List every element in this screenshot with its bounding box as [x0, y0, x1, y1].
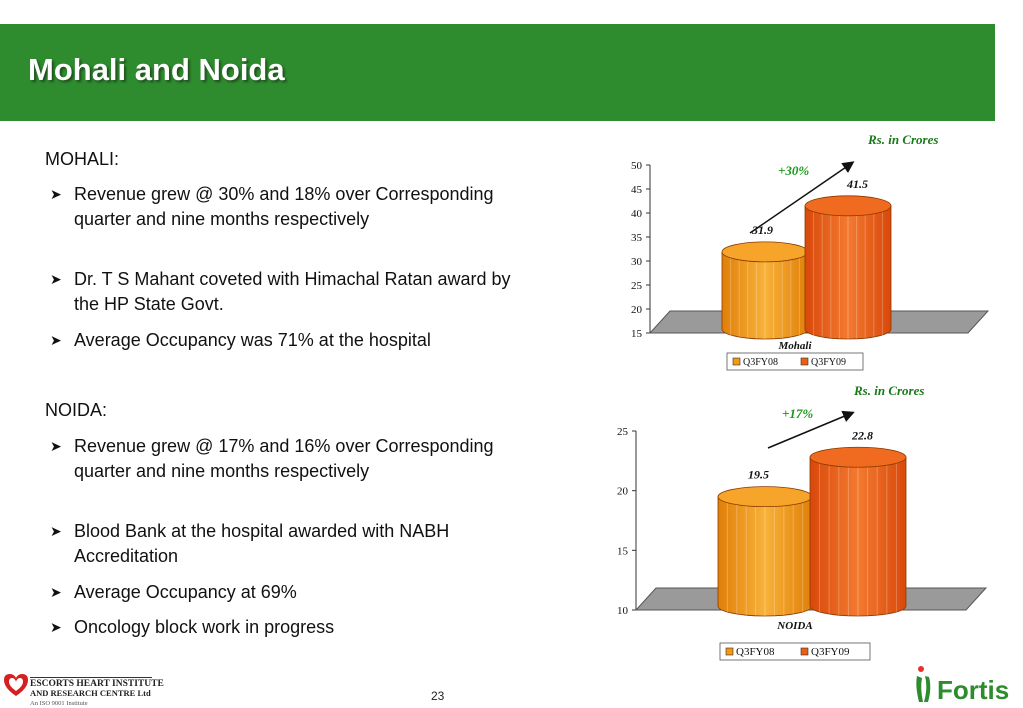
- arrow-bullet-icon: ➤: [50, 584, 62, 600]
- y-tick-label: 35: [631, 232, 643, 244]
- noida-heading: NOIDA:: [45, 400, 108, 420]
- fortis-wordmark: Fortis: [937, 675, 1009, 705]
- arrow-bullet-icon: ➤: [50, 186, 62, 202]
- title-bar: [0, 24, 995, 121]
- bullet-text: Oncology block work in progress: [74, 617, 335, 637]
- legend-swatch: [800, 357, 809, 366]
- slide-title: Mohali and Noida: [28, 52, 285, 87]
- noida-bullet-3: ➤ Average Occupancy at 69%: [50, 580, 520, 605]
- bar-top-q3fy09: [804, 195, 892, 217]
- category-label: NOIDA: [776, 620, 812, 632]
- bullet-text: Average Occupancy at 69%: [74, 582, 297, 602]
- y-tick-label: 20: [617, 486, 629, 498]
- y-tick-label: 15: [631, 328, 643, 340]
- noida-bullet-1: ➤ Revenue grew @ 17% and 16% over Corres…: [50, 434, 520, 484]
- bar-top-q3fy08: [721, 241, 809, 263]
- legend-label: Q3FY09: [811, 357, 846, 368]
- escorts-line-3: An ISO 9001 Institute: [30, 700, 88, 707]
- legend-label: Q3FY09: [811, 646, 850, 658]
- value-label: 41.5: [846, 177, 868, 191]
- y-tick-label: 20: [631, 304, 643, 316]
- escorts-line-1: ESCORTS HEART INSTITUTE: [30, 679, 164, 689]
- heart-icon: [4, 674, 28, 696]
- top-margin: [0, 0, 1023, 24]
- growth-label: +17%: [782, 406, 813, 421]
- y-tick-label: 40: [631, 208, 643, 220]
- mohali-bullet-1: ➤ Revenue grew @ 30% and 18% over Corres…: [50, 182, 520, 232]
- y-tick-label: 10: [617, 605, 629, 617]
- fortis-logo: Fortis: [916, 666, 1009, 705]
- legend-swatch: [800, 647, 809, 656]
- units-note: Rs. in Crores: [853, 383, 924, 398]
- legend-box: [726, 352, 864, 371]
- y-tick-label: 45: [631, 184, 643, 196]
- bar-top-q3fy08: [717, 486, 813, 508]
- arrow-bullet-icon: ➤: [50, 523, 62, 539]
- category-label: Mohali: [777, 340, 812, 352]
- mohali-heading: MOHALI:: [45, 149, 120, 169]
- legend-label: Q3FY08: [743, 357, 778, 368]
- arrow-bullet-icon: ➤: [50, 619, 62, 635]
- value-label: 19.5: [748, 468, 769, 482]
- y-tick-label: 25: [617, 426, 629, 438]
- bullet-text: Dr. T S Mahant coveted with Himachal Rat…: [74, 269, 511, 314]
- bullet-text: Revenue grew @ 17% and 16% over Correspo…: [74, 436, 494, 481]
- arrow-bullet-icon: ➤: [50, 332, 62, 348]
- legend-box: [719, 642, 871, 661]
- bar-q3fy09: [809, 456, 907, 617]
- units-note: Rs. in Crores: [867, 132, 938, 147]
- page-number: 23: [431, 689, 445, 703]
- y-tick-label: 50: [631, 160, 643, 172]
- noida-bullet-2: ➤ Blood Bank at the hospital awarded wit…: [50, 519, 520, 569]
- bullet-text: Average Occupancy was 71% at the hospita…: [74, 330, 431, 350]
- arrow-bullet-icon: ➤: [50, 438, 62, 454]
- mohali-bullet-3: ➤ Average Occupancy was 71% at the hospi…: [50, 328, 520, 353]
- y-tick-label: 30: [631, 256, 643, 268]
- legend-swatch: [732, 357, 741, 366]
- growth-arrow: [767, 410, 855, 449]
- bar-q3fy09: [804, 205, 892, 340]
- bar-top-q3fy09: [809, 446, 907, 468]
- bullet-text: Revenue grew @ 30% and 18% over Correspo…: [74, 184, 494, 229]
- bar-q3fy08: [717, 496, 813, 617]
- value-label: 31.9: [751, 223, 773, 237]
- y-tick-label: 15: [617, 545, 629, 557]
- y-tick-label: 25: [631, 280, 643, 292]
- arrow-bullet-icon: ➤: [50, 271, 62, 287]
- escorts-line-2: AND RESEARCH CENTRE Ltd: [30, 688, 151, 698]
- fortis-figure-icon: [916, 666, 931, 702]
- legend-label: Q3FY08: [736, 646, 775, 658]
- escorts-logo: ESCORTS HEART INSTITUTE AND RESEARCH CEN…: [4, 674, 164, 707]
- value-label: 22.8: [851, 428, 873, 442]
- legend-swatch: [725, 647, 734, 656]
- noida-bullet-4: ➤ Oncology block work in progress: [50, 615, 520, 640]
- growth-label: +30%: [778, 163, 809, 178]
- bullet-text: Blood Bank at the hospital awarded with …: [74, 521, 450, 566]
- mohali-bullet-2: ➤ Dr. T S Mahant coveted with Himachal R…: [50, 267, 520, 317]
- growth-arrow: [749, 161, 855, 234]
